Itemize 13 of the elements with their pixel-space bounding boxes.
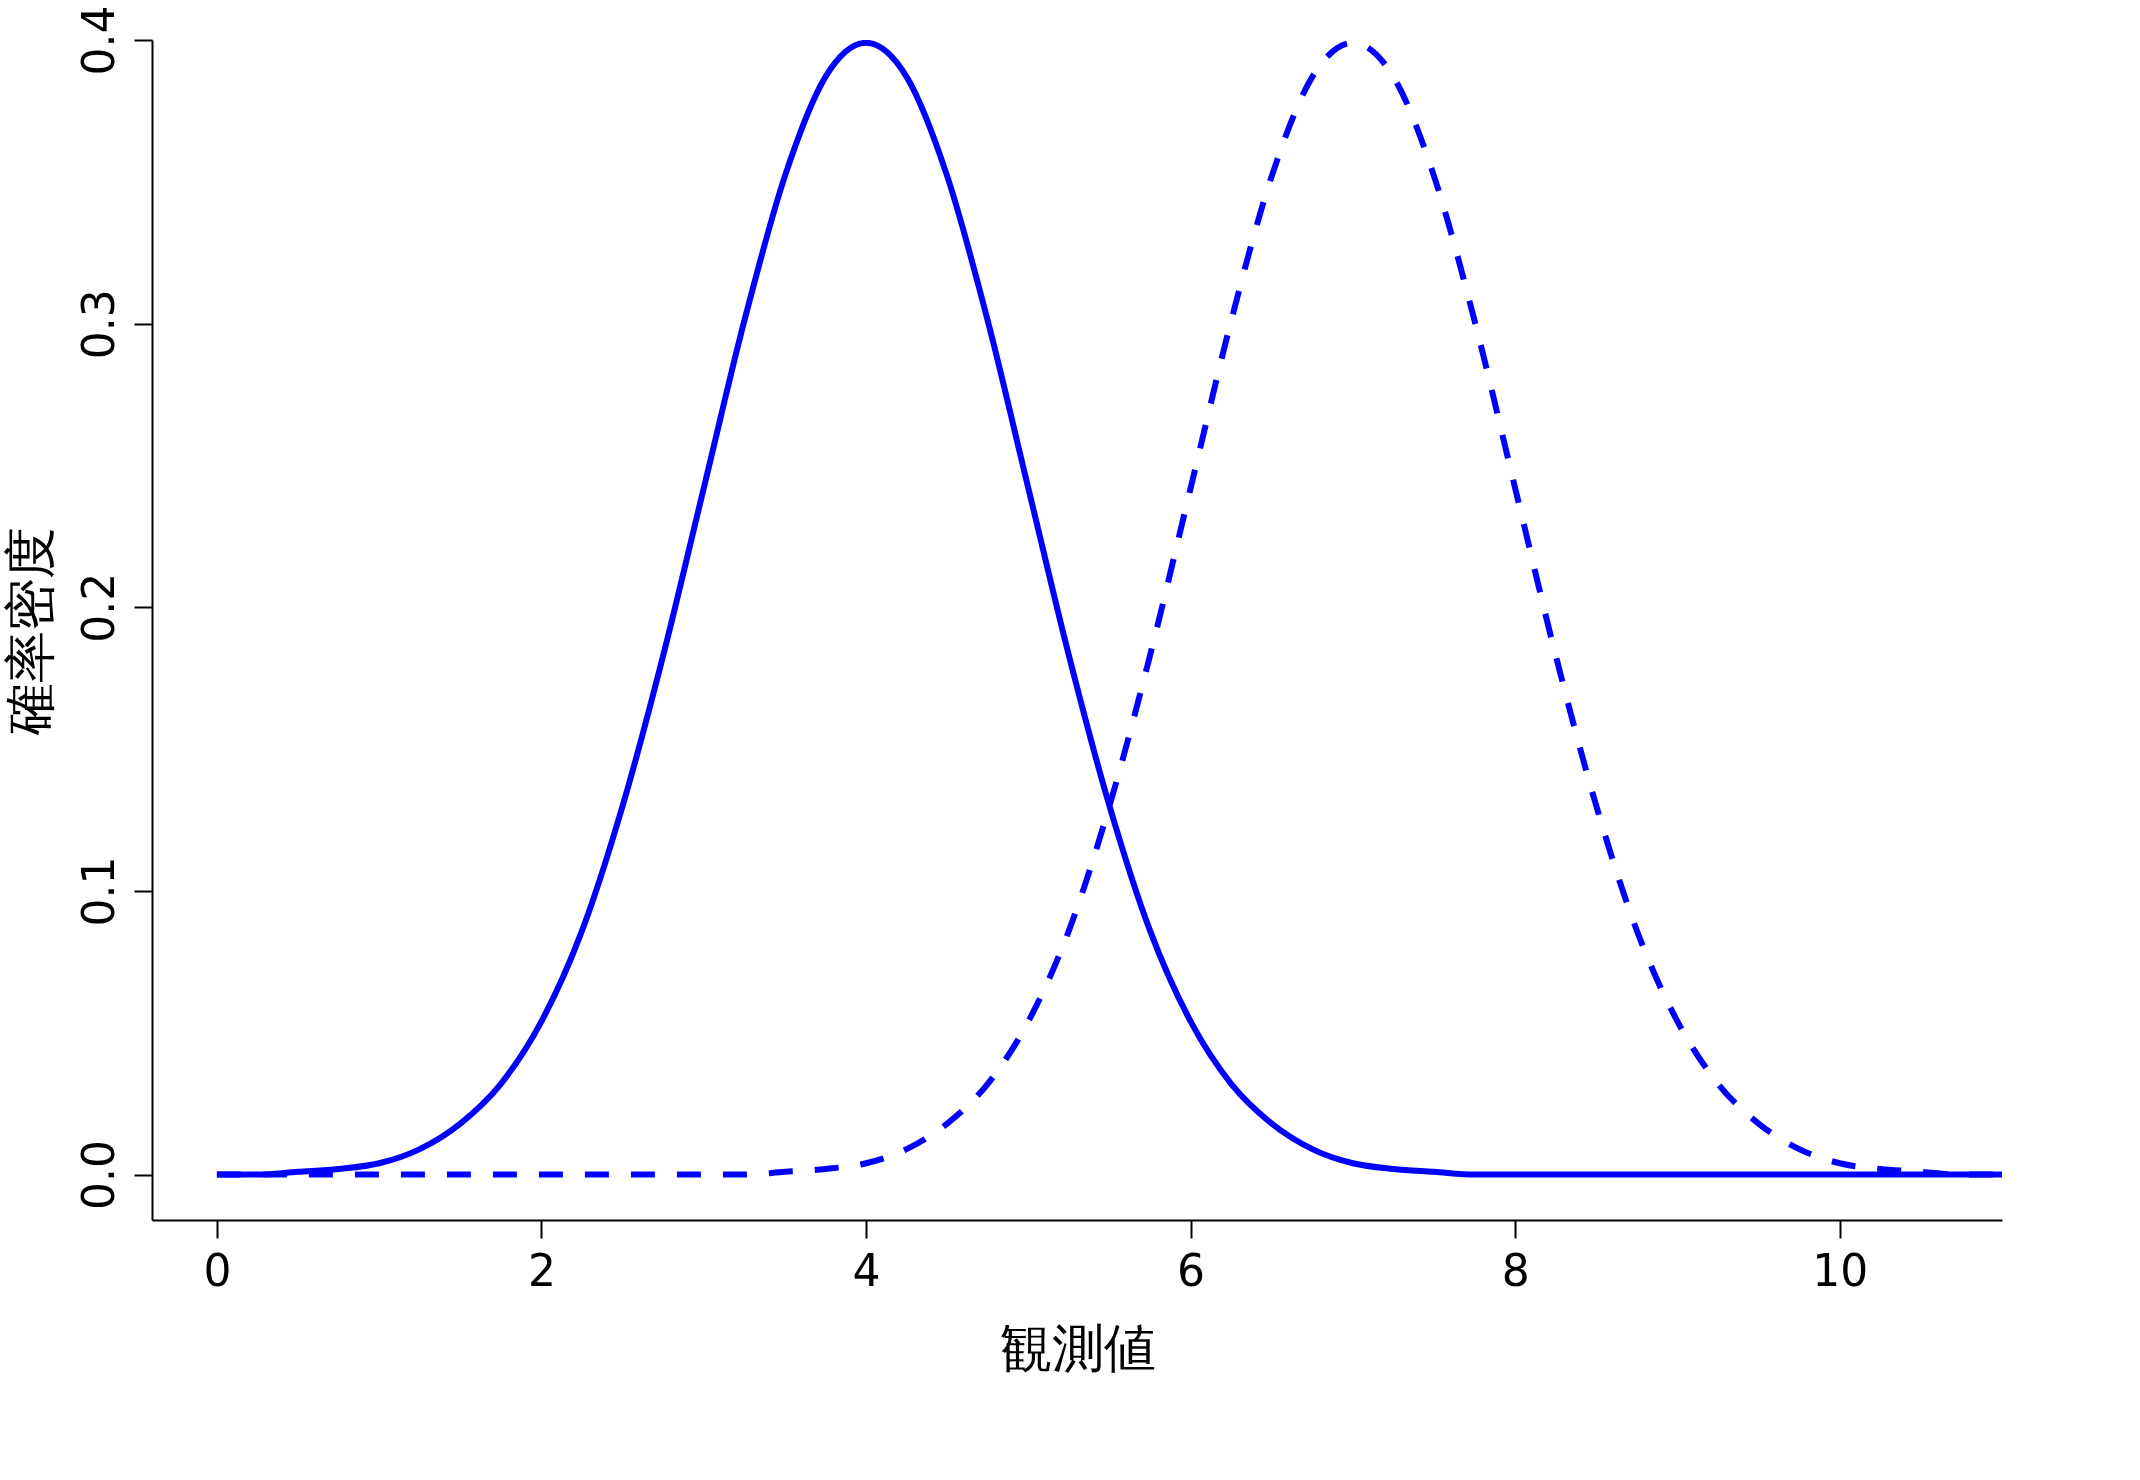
y-tick-label: 0.3 (72, 289, 124, 360)
x-tick-label: 6 (1177, 1244, 1206, 1296)
x-tick-label: 10 (1812, 1244, 1869, 1296)
x-tick-label: 8 (1501, 1244, 1530, 1296)
x-tick-label: 4 (852, 1244, 881, 1296)
y-tick-label: 0.4 (72, 5, 124, 76)
y-tick-label: 0.2 (72, 572, 124, 643)
y-axis-title: 確率密度 (0, 526, 60, 736)
y-tick-label: 0.0 (72, 1140, 124, 1211)
x-tick-label: 0 (203, 1244, 232, 1296)
x-axis-title: 観測値 (999, 1317, 1156, 1378)
y-tick-label: 0.1 (72, 856, 124, 927)
x-tick-label: 2 (527, 1244, 556, 1296)
